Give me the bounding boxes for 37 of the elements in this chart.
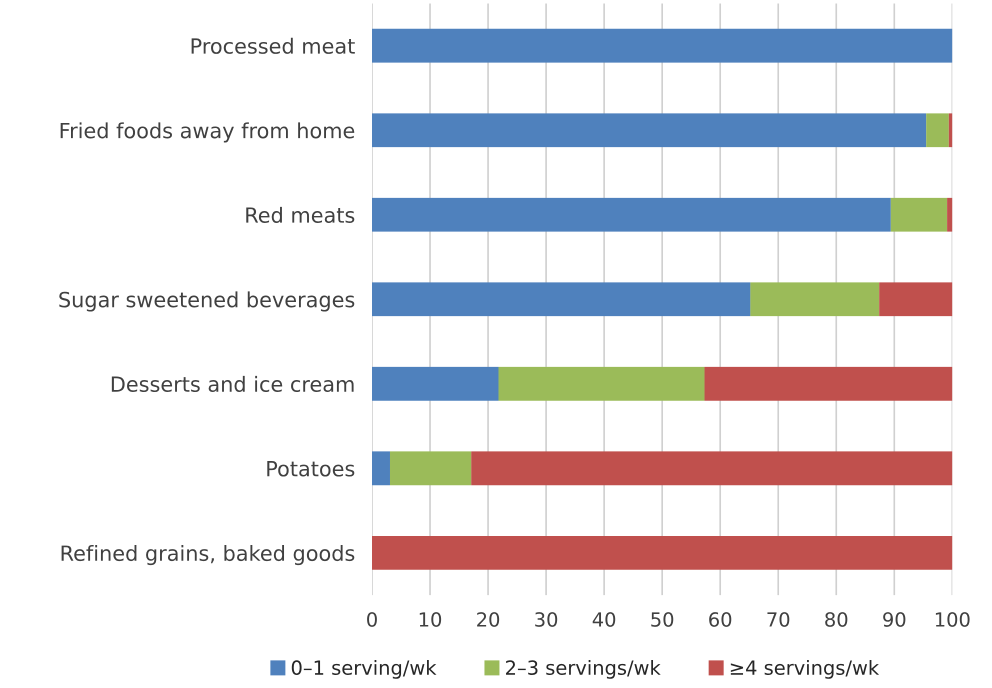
bar <box>372 366 499 401</box>
bar <box>372 198 891 232</box>
legend-label: 0–1 serving/wk <box>292 660 436 679</box>
x-tick-label: 20 <box>477 612 500 627</box>
y-tick-label: Sugar sweetened beverages <box>59 291 354 312</box>
x-tick-label: 90 <box>883 612 906 627</box>
y-tick-label: Potatoes <box>267 461 354 477</box>
bar <box>890 198 948 232</box>
bar <box>390 451 472 486</box>
x-tick-label: 100 <box>936 612 970 627</box>
bar <box>498 366 705 401</box>
x-tick-label: 70 <box>767 612 790 627</box>
bar <box>372 536 952 570</box>
y-tick-label: Desserts and ice cream <box>112 376 354 392</box>
x-tick-label: 60 <box>709 612 732 627</box>
y-tick-label: Refined grains, baked goods <box>62 544 354 566</box>
y-tick-label: Processed meat <box>192 38 355 54</box>
x-tick-label: 10 <box>420 612 442 627</box>
x-tick-label: 80 <box>825 612 848 627</box>
x-tick-label: 40 <box>592 612 616 627</box>
bar <box>926 113 949 148</box>
bar <box>471 451 952 486</box>
x-tick-label: 50 <box>651 612 674 627</box>
x-tick-label: 0 <box>367 612 377 627</box>
bar <box>750 282 880 316</box>
bar <box>372 282 750 316</box>
bar <box>372 28 952 63</box>
y-tick-label: Fried foods away from home <box>60 122 354 142</box>
bar <box>947 198 952 232</box>
y-tick-label: Red meats <box>246 206 354 223</box>
legend-label: 2–3 servings/wk <box>506 660 661 679</box>
bar <box>372 451 390 486</box>
legend-label: ≥4 servings/wk <box>730 660 880 679</box>
x-tick-label: 30 <box>535 612 558 627</box>
bar <box>372 113 926 148</box>
bar <box>879 282 952 316</box>
bar <box>704 366 952 401</box>
